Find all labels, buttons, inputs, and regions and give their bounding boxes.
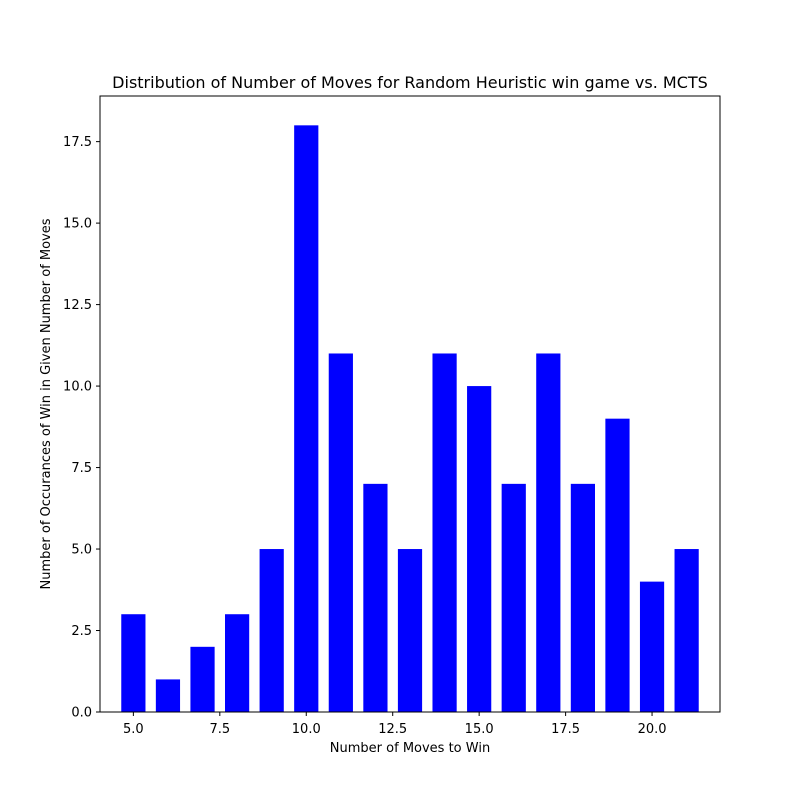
x-axis-ticks: 5.0 7.5 10.0 12.5 15.0 17.5 20.0 xyxy=(123,712,667,737)
y-tick-label: 12.5 xyxy=(63,298,92,313)
bar-15 xyxy=(467,386,492,712)
y-axis-ticks: 0.0 2.5 5.0 7.5 10.0 12.5 15.0 17.5 xyxy=(63,135,100,721)
y-tick-label: 15.0 xyxy=(63,217,92,232)
bar-9 xyxy=(259,549,284,712)
bar-8 xyxy=(225,614,250,712)
bar-5 xyxy=(121,614,146,712)
bar-6 xyxy=(155,679,181,712)
bar-17 xyxy=(536,353,561,712)
x-tick-label: 17.5 xyxy=(551,722,580,737)
x-tick-label: 10.0 xyxy=(292,722,321,737)
bar-12 xyxy=(363,483,388,712)
y-tick-label: 0.0 xyxy=(71,706,92,721)
y-tick-label: 2.5 xyxy=(71,624,92,639)
y-tick-label: 7.5 xyxy=(71,461,92,476)
bars-group xyxy=(121,125,699,713)
x-tick-label: 5.0 xyxy=(123,722,144,737)
x-tick-label: 7.5 xyxy=(209,722,230,737)
y-tick-label: 5.0 xyxy=(71,543,92,558)
x-tick-label: 15.0 xyxy=(465,722,494,737)
plot-frame xyxy=(99,95,721,713)
bar-14 xyxy=(432,353,457,712)
bar-10 xyxy=(294,125,319,713)
bar-11 xyxy=(328,353,353,712)
bar-18 xyxy=(570,483,595,712)
bar-13 xyxy=(397,549,423,712)
bar-21 xyxy=(674,549,699,712)
bar-20 xyxy=(639,581,665,712)
bar-16 xyxy=(501,483,526,712)
y-axis-title: Number of Occurances of Win in Given Num… xyxy=(39,218,54,589)
y-tick-label: 10.0 xyxy=(63,380,92,395)
x-tick-label: 12.5 xyxy=(378,722,407,737)
bar-7 xyxy=(190,646,215,712)
y-tick-label: 17.5 xyxy=(63,135,92,150)
x-tick-label: 20.0 xyxy=(638,722,667,737)
chart-title: Distribution of Number of Moves for Rand… xyxy=(112,73,708,92)
bar-19 xyxy=(605,418,630,712)
x-axis-title: Number of Moves to Win xyxy=(330,741,490,756)
